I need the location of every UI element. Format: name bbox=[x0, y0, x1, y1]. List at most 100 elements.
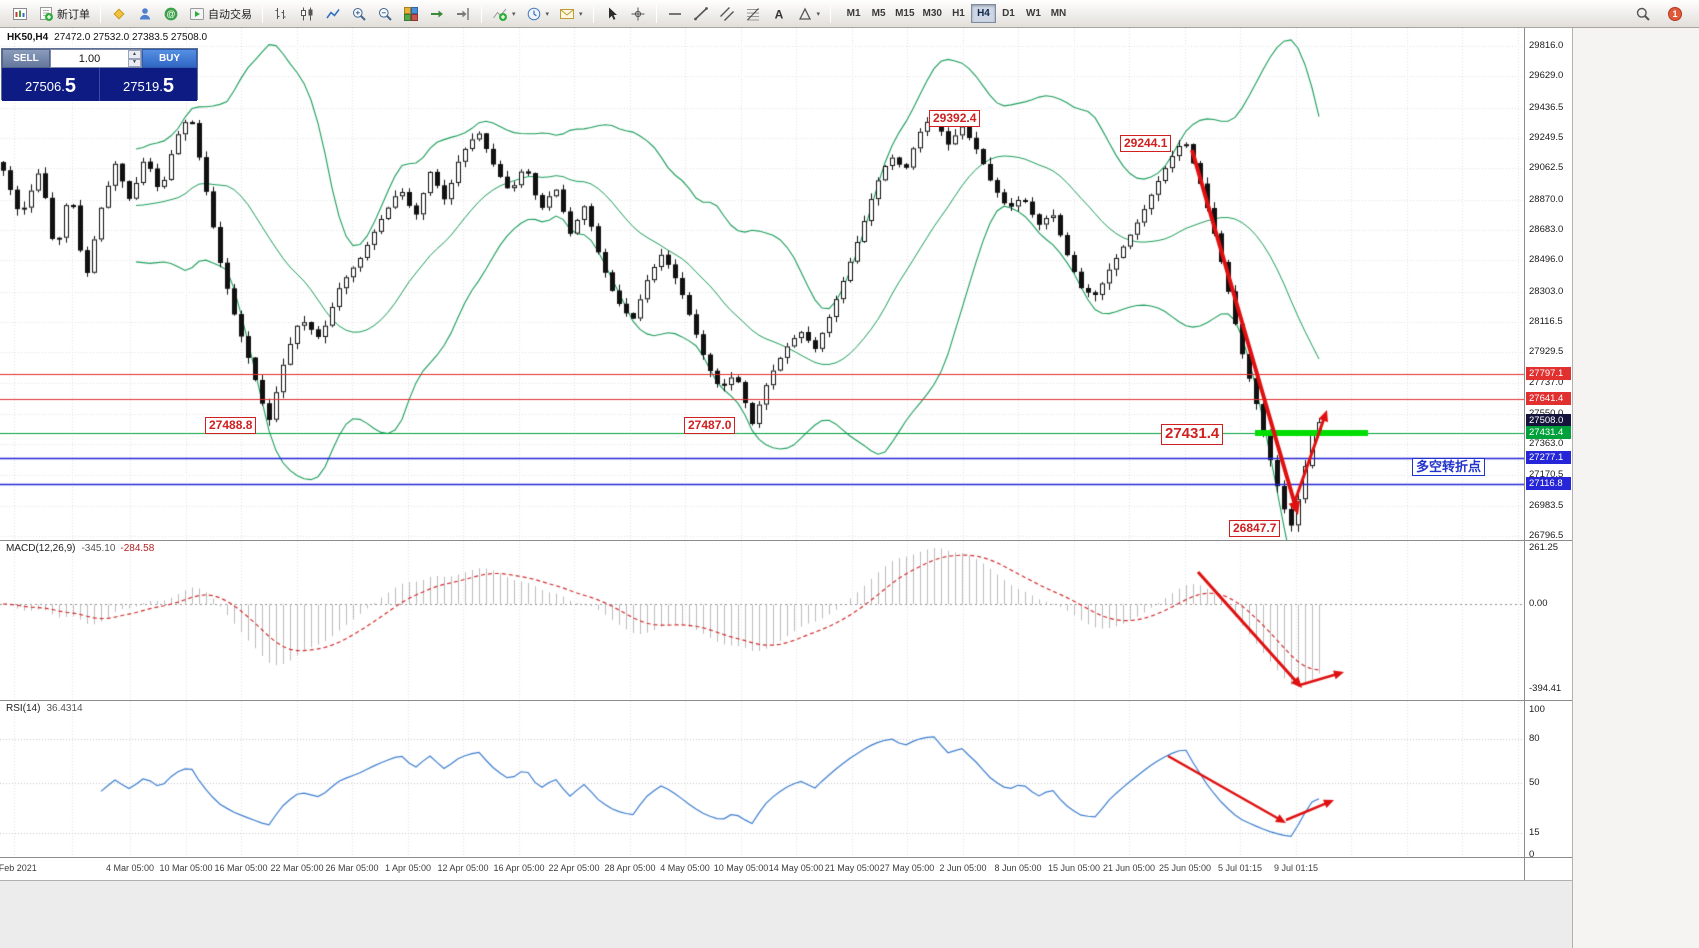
price-axis[interactable]: 29816.0 29629.0 29436.5 29249.5 29062.5 28870… bbox=[1524, 28, 1572, 880]
timeframe-mn-button[interactable]: MN bbox=[1050, 8, 1067, 19]
zoom-out-icon[interactable] bbox=[373, 3, 397, 25]
macd-pane[interactable]: MACD(12,26,9) -345.10 -284.58 bbox=[0, 541, 1524, 700]
profile-icon bbox=[137, 6, 153, 22]
fibonacci-icon bbox=[745, 6, 761, 22]
time-axis-label: 14 May 05:00 bbox=[768, 863, 824, 873]
timeframe-m30-button[interactable]: M30 bbox=[922, 8, 942, 19]
bottom-margin bbox=[0, 880, 1572, 948]
zoom-in-icon[interactable] bbox=[347, 3, 371, 25]
symbol-period-label: HK50,H4 bbox=[7, 32, 49, 43]
macd-main-value: -345.10 bbox=[81, 543, 116, 554]
toolbar-separator bbox=[481, 4, 482, 23]
rsi-axis-label: 0 bbox=[1529, 849, 1535, 860]
lot-decrease-button[interactable]: ▼ bbox=[128, 58, 141, 67]
time-axis-label: 15 Jun 05:00 bbox=[1047, 863, 1101, 873]
timeframe-h4-button[interactable]: H4 bbox=[970, 4, 996, 23]
price-chart-canvas[interactable] bbox=[0, 28, 1524, 540]
rsi-axis-label: 100 bbox=[1529, 704, 1545, 715]
time-axis-label: 4 Mar 05:00 bbox=[105, 863, 155, 873]
channel-icon bbox=[719, 6, 735, 22]
rsi-canvas[interactable] bbox=[0, 701, 1524, 857]
autotrading-button-label: 自动交易 bbox=[208, 8, 252, 21]
candlestick-chart-icon bbox=[299, 6, 315, 22]
candlestick-chart-icon[interactable] bbox=[295, 3, 319, 25]
rsi-title: RSI(14) bbox=[6, 703, 41, 714]
buy-button[interactable]: BUY bbox=[142, 49, 197, 68]
new-order-button[interactable]: 新订单 bbox=[34, 3, 94, 25]
time-axis-label: 1 Apr 05:00 bbox=[384, 863, 432, 873]
bar-chart-icon[interactable] bbox=[269, 3, 293, 25]
sell-price-main: 27506. bbox=[25, 79, 65, 94]
channel-icon[interactable] bbox=[715, 3, 739, 25]
new-order-button-label: 新订单 bbox=[57, 8, 90, 21]
sell-price-pips: 5 bbox=[64, 75, 76, 97]
notification-icon[interactable]: 1 bbox=[1663, 3, 1687, 25]
tile-windows-icon[interactable] bbox=[399, 3, 423, 25]
new-chart-icon[interactable] bbox=[8, 3, 32, 25]
macd-axis-label: -394.41 bbox=[1529, 683, 1562, 695]
ohlc-values: 27472.0 27532.0 27383.5 27508.0 bbox=[54, 32, 208, 43]
time-axis-label: 27 May 05:00 bbox=[879, 863, 935, 873]
time-axis-label: 10 May 05:00 bbox=[713, 863, 769, 873]
community-icon[interactable]: @ bbox=[159, 3, 183, 25]
timeframe-m5-button[interactable]: M5 bbox=[871, 8, 886, 19]
price-axis-label: 29062.5 bbox=[1529, 162, 1564, 174]
sell-price[interactable]: 27506. 5 bbox=[2, 68, 100, 101]
toolbar-separator bbox=[262, 4, 263, 23]
auto-scroll-icon bbox=[429, 6, 445, 22]
buy-price[interactable]: 27519. 5 bbox=[100, 68, 197, 101]
toolbar-right-group: 1 bbox=[1631, 3, 1691, 25]
pane-separator[interactable] bbox=[0, 700, 1572, 701]
template-icon[interactable]: ▾ bbox=[555, 3, 587, 25]
sell-button[interactable]: SELL bbox=[2, 49, 50, 68]
fibonacci-icon[interactable] bbox=[741, 3, 765, 25]
macd-canvas[interactable] bbox=[0, 541, 1524, 700]
auto-scroll-icon[interactable] bbox=[425, 3, 449, 25]
line-chart-icon[interactable] bbox=[321, 3, 345, 25]
timeframe-h1-button[interactable]: H1 bbox=[952, 8, 965, 19]
time-axis-label: 10 Mar 05:00 bbox=[159, 863, 213, 873]
pane-separator[interactable] bbox=[0, 540, 1572, 541]
pane-separator[interactable] bbox=[0, 857, 1572, 858]
arrow-objects-icon[interactable]: ▾ bbox=[793, 3, 825, 25]
zoom-in-icon bbox=[351, 6, 367, 22]
trendline-icon[interactable] bbox=[689, 3, 713, 25]
toolbar-separator bbox=[830, 4, 832, 23]
lot-size-field[interactable]: 1.00 ▲ ▼ bbox=[50, 49, 142, 68]
autotrading-button[interactable]: 自动交易 bbox=[185, 3, 256, 25]
cursor-icon[interactable] bbox=[600, 3, 624, 25]
time-axis-label: 12 Apr 05:00 bbox=[437, 863, 489, 873]
price-axis-label: 27737.0 bbox=[1529, 377, 1564, 389]
search-icon[interactable] bbox=[1631, 3, 1655, 25]
chevron-down-icon: ▾ bbox=[512, 10, 516, 18]
price-axis-label: 28870.0 bbox=[1529, 193, 1564, 205]
zoom-out-icon bbox=[377, 6, 393, 22]
add-indicator-icon bbox=[492, 6, 508, 22]
mql5-icon[interactable] bbox=[107, 3, 131, 25]
price-pane[interactable]: 29392.4 29244.1 27488.8 27487.0 27431.4 26847… bbox=[0, 28, 1524, 540]
notification-icon: 1 bbox=[1667, 6, 1683, 22]
chart-window: 29392.4 29244.1 27488.8 27487.0 27431.4 26847… bbox=[0, 28, 1572, 948]
timeframe-d1-button[interactable]: D1 bbox=[1002, 8, 1015, 19]
search-icon bbox=[1635, 6, 1651, 22]
chart-shift-icon[interactable] bbox=[451, 3, 475, 25]
profile-icon[interactable] bbox=[133, 3, 157, 25]
text-icon[interactable]: A bbox=[767, 3, 791, 25]
rsi-pane[interactable]: RSI(14) 36.4314 bbox=[0, 701, 1524, 857]
crosshair-icon[interactable] bbox=[626, 3, 650, 25]
lot-value[interactable]: 1.00 bbox=[78, 52, 101, 65]
hline-icon[interactable] bbox=[663, 3, 687, 25]
time-axis-label: 21 Jun 05:00 bbox=[1102, 863, 1156, 873]
time-axis-label: 26 Mar 05:00 bbox=[325, 863, 379, 873]
rsi-axis-label: 15 bbox=[1529, 827, 1540, 839]
timeframe-w1-button[interactable]: W1 bbox=[1025, 8, 1041, 19]
period-icon[interactable]: ▾ bbox=[522, 3, 554, 25]
time-axis-label: 9 Jul 01:15 bbox=[1273, 863, 1319, 873]
add-indicator-icon[interactable]: ▾ bbox=[488, 3, 520, 25]
price-axis-label: 26983.5 bbox=[1529, 499, 1564, 511]
timeframe-m15-button[interactable]: M15 bbox=[895, 8, 915, 19]
lot-increase-button[interactable]: ▲ bbox=[128, 50, 141, 59]
timeframe-m1-button[interactable]: M1 bbox=[846, 8, 861, 19]
period-icon bbox=[526, 6, 542, 22]
